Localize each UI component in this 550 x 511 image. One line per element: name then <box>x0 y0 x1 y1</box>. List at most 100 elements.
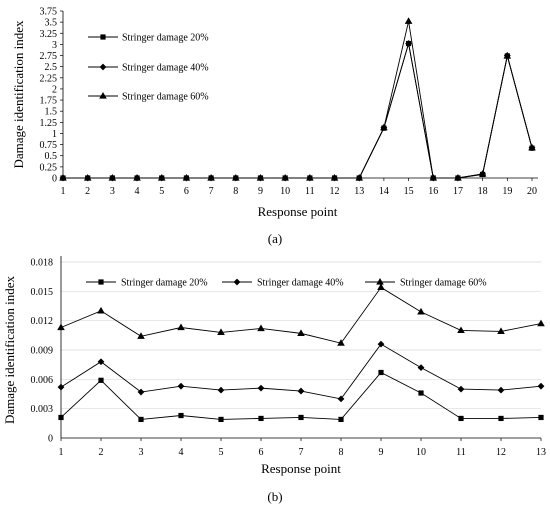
series-2-point <box>137 388 145 396</box>
caption-a: (a) <box>268 231 282 246</box>
series-1-point <box>381 125 387 131</box>
legend-marker-1 <box>100 34 106 40</box>
legend-label-1: Stringer damage 20% <box>121 278 208 289</box>
series-2-point <box>257 384 265 392</box>
y-tick-label: 2.75 <box>40 51 58 62</box>
x-tick-label: 13 <box>354 186 364 197</box>
series-1-point <box>405 40 412 47</box>
y-tick-label: 1.5 <box>45 107 58 118</box>
series-1-point <box>455 175 461 181</box>
x-tick-label: 5 <box>219 447 224 458</box>
series-3-point <box>177 323 185 331</box>
x-tick-label: 17 <box>453 186 463 197</box>
legend-marker-3 <box>99 92 107 99</box>
x-tick-label: 5 <box>159 186 164 197</box>
x-tick-label: 11 <box>305 186 315 197</box>
legend-label-3: Stringer damage 60% <box>400 278 487 289</box>
y-axis-title: Damage identification index <box>2 276 17 425</box>
x-tick-label: 1 <box>59 447 64 458</box>
x-tick-label: 9 <box>258 186 263 197</box>
series-1-point <box>218 416 224 423</box>
series-3-point <box>377 283 385 291</box>
x-tick-label: 11 <box>456 447 466 458</box>
x-tick-label: 7 <box>209 186 214 197</box>
series-1-point <box>356 175 362 181</box>
x-tick-label: 14 <box>379 186 389 197</box>
series-1-point <box>257 175 264 181</box>
chart-a: 00.250.50.7511.251.51.7522.252.52.7533.2… <box>11 7 538 246</box>
y-tick-label: 0.25 <box>40 162 58 173</box>
x-tick-label: 10 <box>416 447 426 458</box>
series-2-point <box>297 387 305 395</box>
series-2-point <box>537 382 545 390</box>
series-1-point <box>159 175 165 181</box>
series-3-point <box>337 339 345 346</box>
x-tick-label: 7 <box>299 447 304 458</box>
y-tick-label: 3.25 <box>40 29 58 40</box>
y-tick-label: 1 <box>52 129 57 140</box>
series-1-point <box>504 53 510 59</box>
y-axis-title: Damage identification index <box>11 20 26 169</box>
series-3-point <box>137 332 145 339</box>
series-1-point <box>529 145 535 151</box>
series-line-1 <box>63 43 533 179</box>
x-tick-label: 15 <box>404 186 414 197</box>
legend-marker-2 <box>233 278 241 286</box>
y-tick-label: 1.75 <box>40 96 58 107</box>
series-1-point <box>498 415 504 422</box>
x-tick-label: 12 <box>496 447 506 458</box>
x-tick-label: 2 <box>99 447 104 458</box>
series-2-point <box>337 395 345 403</box>
series-1-point <box>134 175 140 181</box>
x-tick-label: 9 <box>379 447 384 458</box>
series-2-point <box>97 358 105 366</box>
series-1-point <box>378 369 384 376</box>
series-1-point <box>58 414 64 421</box>
x-tick-label: 4 <box>179 447 184 458</box>
legend-label-1: Stringer damage 20% <box>122 33 209 44</box>
x-tick-label: 10 <box>280 186 290 197</box>
x-axis-title: Response point <box>261 461 341 476</box>
y-tick-label: 2.5 <box>45 62 58 73</box>
x-tick-label: 4 <box>135 186 140 197</box>
y-tick-label: 0.75 <box>40 140 58 151</box>
series-2-point <box>417 364 425 371</box>
y-tick-label: 2 <box>52 84 57 95</box>
y-tick-label: 0.006 <box>31 375 54 386</box>
series-1-point <box>331 175 338 181</box>
x-tick-label: 3 <box>110 186 115 197</box>
x-tick-label: 8 <box>339 447 344 458</box>
x-tick-label: 3 <box>139 447 144 458</box>
series-3-point <box>57 323 65 331</box>
x-tick-label: 16 <box>428 186 438 197</box>
legend-marker-2 <box>99 63 107 71</box>
y-tick-label: 3.5 <box>45 18 58 29</box>
series-1-point <box>282 175 288 181</box>
series-3-point <box>497 327 505 335</box>
y-tick-label: 0 <box>48 434 53 445</box>
y-tick-label: 0.003 <box>31 404 54 415</box>
x-tick-label: 8 <box>233 186 238 197</box>
x-tick-label: 12 <box>330 186 340 197</box>
x-tick-label: 1 <box>61 186 66 197</box>
series-3-point <box>404 17 413 24</box>
legend-marker-1 <box>98 279 104 285</box>
series-1-point <box>178 412 184 419</box>
legend-label-3: Stringer damage 60% <box>122 92 209 103</box>
y-tick-label: 0 <box>52 174 57 185</box>
y-tick-label: 0.018 <box>31 258 54 269</box>
series-1-point <box>458 415 464 422</box>
series-1-point <box>258 415 264 422</box>
y-tick-label: 3.75 <box>40 7 58 18</box>
series-1-point <box>208 175 214 181</box>
y-tick-label: 0.5 <box>45 151 58 162</box>
series-3-point <box>457 326 465 334</box>
series-1-point <box>538 414 544 421</box>
x-tick-label: 18 <box>478 186 488 197</box>
series-3-point <box>257 324 265 332</box>
series-1-point <box>138 416 144 423</box>
y-tick-label: 0.009 <box>31 346 54 357</box>
series-1-point <box>183 175 190 181</box>
x-tick-label: 19 <box>502 186 512 197</box>
